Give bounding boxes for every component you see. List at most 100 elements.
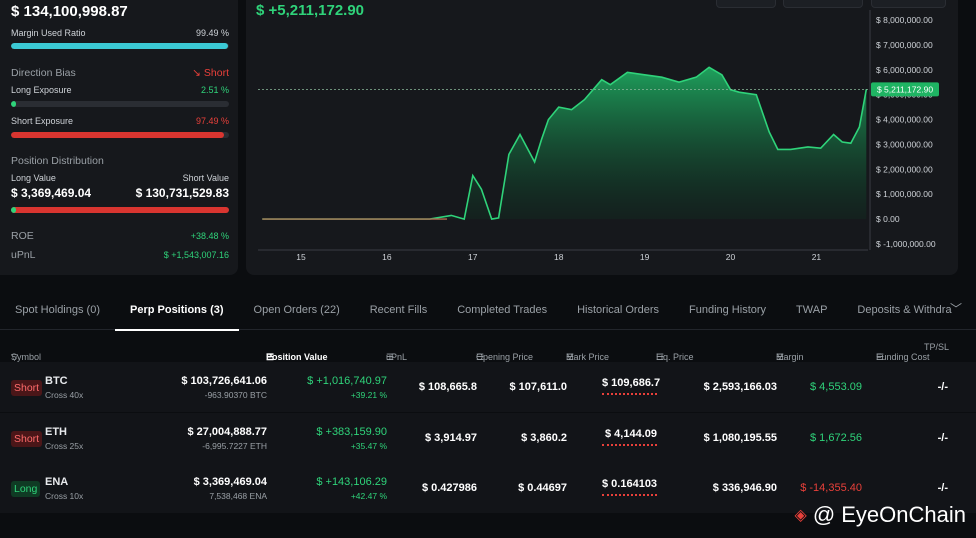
- current-value-label: $ 5,211,172.90: [877, 84, 933, 94]
- sort-icon[interactable]: ☰: [566, 352, 575, 362]
- sort-icon[interactable]: ☰: [266, 352, 275, 362]
- side-badge: Short: [11, 380, 43, 396]
- table-row[interactable]: Long ENA Cross 10x $ 3,369,469.04 7,538,…: [0, 463, 976, 513]
- tpsl[interactable]: -/-: [937, 381, 948, 393]
- x-tick-label: 18: [554, 252, 564, 262]
- opening-price: $ 3,914.97: [425, 432, 477, 444]
- tab-bar: Spot Holdings (0) Perp Positions (3) Open …: [0, 290, 976, 331]
- upnl-percent: +42.47 %: [350, 491, 387, 501]
- short-exposure-label: Short Exposure: [11, 116, 74, 126]
- short-exposure-bar-fill: [11, 132, 224, 138]
- short-value-label: Short Value: [182, 173, 229, 183]
- position-distribution-long-fill: [11, 207, 17, 213]
- tab-deposits-withdra[interactable]: Deposits & Withdra: [857, 303, 952, 316]
- current-value-badge: [871, 82, 939, 97]
- margin-used-label: Margin Used Ratio: [11, 28, 86, 38]
- y-tick-label: $ 6,000,000.00: [876, 65, 933, 75]
- sort-icon[interactable]: ☰: [876, 352, 885, 362]
- tab-twap[interactable]: TWAP: [796, 303, 828, 316]
- sort-icon[interactable]: ☰: [476, 352, 485, 362]
- y-tick-label: $ 8,000,000.00: [876, 15, 933, 25]
- margin-used-value: 99.49 %: [195, 28, 229, 38]
- short-exposure-bar: [11, 132, 229, 138]
- mark-price: $ 107,611.0: [509, 381, 567, 393]
- long-value-label: Long Value: [11, 173, 56, 183]
- margin-used-row: Margin Used Ratio 99.49 %: [11, 28, 229, 38]
- chart-control-button-1[interactable]: [716, 0, 776, 8]
- upnl-label: uPnL: [11, 249, 36, 261]
- short-exposure-value: 97.49 %: [195, 116, 229, 126]
- tab-open-orders-22[interactable]: Open Orders (22): [253, 303, 340, 316]
- symbol[interactable]: BTC: [45, 375, 68, 387]
- opening-price: $ 108,665.8: [418, 381, 477, 393]
- header-tpsl: TP/SL: [923, 342, 949, 352]
- chart-control-button-2[interactable]: [783, 0, 863, 8]
- y-tick-label: $ 0.00: [876, 214, 900, 224]
- filter-icon[interactable]: ▽: [11, 352, 18, 362]
- tab-recent-fills[interactable]: Recent Fills: [369, 303, 428, 316]
- upnl-percent: +35.47 %: [350, 441, 387, 451]
- chart-control-button-3[interactable]: [871, 0, 946, 8]
- value-amounts-row: $ 3,369,469.04 $ 130,731,529.83: [11, 186, 229, 200]
- value-labels-row: Long Value Short Value: [11, 173, 229, 183]
- side-badge: Long: [11, 481, 41, 497]
- position-value: $ 3,369,469.04: [193, 476, 267, 488]
- margin-used-bar: [11, 43, 229, 49]
- liq-price: $ 109,686.7: [602, 377, 660, 395]
- x-tick-label: 19: [640, 252, 650, 262]
- table-row[interactable]: Short BTC Cross 40x $ 103,726,641.06 -96…: [0, 362, 976, 412]
- pnl-chart-panel: $ +5,211,172.90 $ 8,000,000.00 $ 7,000,00…: [246, 0, 958, 275]
- symbol[interactable]: ENA: [45, 476, 69, 488]
- x-tick-label: 17: [468, 252, 478, 262]
- pnl-headline: $ +5,211,172.90: [256, 2, 365, 19]
- position-distribution-row: Position Distribution: [11, 155, 229, 167]
- y-tick-label: $ 7,000,000.00: [876, 40, 933, 50]
- tab-perp-positions-3[interactable]: Perp Positions (3): [115, 290, 239, 331]
- x-tick-label: 16: [382, 252, 392, 262]
- pnl-chart: $ 8,000,000.00 $ 7,000,000.00 $ 6,000,000.…: [258, 10, 939, 262]
- sort-icon[interactable]: ☰: [656, 352, 665, 362]
- upnl: $ +383,159.90: [316, 426, 387, 438]
- upnl-value: $ +1,543,007.16: [163, 250, 229, 260]
- liq-price: $ 0.164103: [602, 478, 657, 496]
- long-value: $ 3,369,469.04: [11, 186, 92, 200]
- chevron-down-icon[interactable]: ﹀: [949, 302, 962, 316]
- mark-price: $ 3,860.2: [521, 432, 567, 444]
- account-balance: $ 134,100,998.87: [11, 3, 128, 20]
- tpsl[interactable]: -/-: [937, 432, 948, 444]
- short-value: $ 130,731,529.83: [135, 186, 229, 200]
- roe-label: ROE: [11, 230, 34, 242]
- table-row[interactable]: Short ETH Cross 25x $ 27,004,888.77 -6,9…: [0, 413, 976, 463]
- tpsl[interactable]: -/-: [937, 482, 948, 494]
- upnl: $ +1,016,740.97: [307, 375, 387, 387]
- tab-historical-orders[interactable]: Historical Orders: [577, 303, 659, 316]
- margin-used-bar-fill: [11, 43, 228, 49]
- x-tick-label: 15: [296, 252, 306, 262]
- long-exposure-value: 2.51 %: [200, 85, 229, 95]
- roe-row: ROE +38.48 %: [11, 230, 229, 242]
- side-badge: Short: [11, 431, 43, 447]
- position-size: 7,538,468 ENA: [209, 491, 267, 501]
- position-distribution-bar: [11, 207, 229, 213]
- tab-funding-history[interactable]: Funding History: [689, 303, 767, 316]
- tab-spot-holdings-0[interactable]: Spot Holdings (0): [15, 303, 100, 316]
- symbol[interactable]: ETH: [45, 426, 67, 438]
- upnl-percent: +39.21 %: [350, 390, 387, 400]
- tab-completed-trades[interactable]: Completed Trades: [457, 303, 548, 316]
- funding-cost: $ 4,553.09: [810, 381, 862, 393]
- sort-icon[interactable]: ☰: [776, 352, 785, 362]
- long-exposure-bar-fill: [11, 101, 17, 107]
- sort-icon[interactable]: ☰: [386, 352, 395, 362]
- funding-cost: $ 1,672.56: [810, 432, 862, 444]
- liq-price: $ 4,144.09: [602, 428, 657, 446]
- long-exposure-label: Long Exposure: [11, 85, 72, 95]
- direction-bias-row: Direction Bias ↘ Short: [11, 67, 229, 79]
- mark-price: $ 0.44697: [518, 482, 567, 494]
- leverage: Cross 25x: [45, 441, 84, 451]
- margin: $ 336,946.90: [712, 482, 777, 494]
- watermark-text: @ EyeOnChain: [812, 502, 966, 527]
- pnl-area: [262, 67, 867, 220]
- leverage: Cross 40x: [45, 390, 84, 400]
- position-size: -6,995.7227 ETH: [202, 441, 267, 451]
- opening-price: $ 0.427986: [421, 482, 477, 494]
